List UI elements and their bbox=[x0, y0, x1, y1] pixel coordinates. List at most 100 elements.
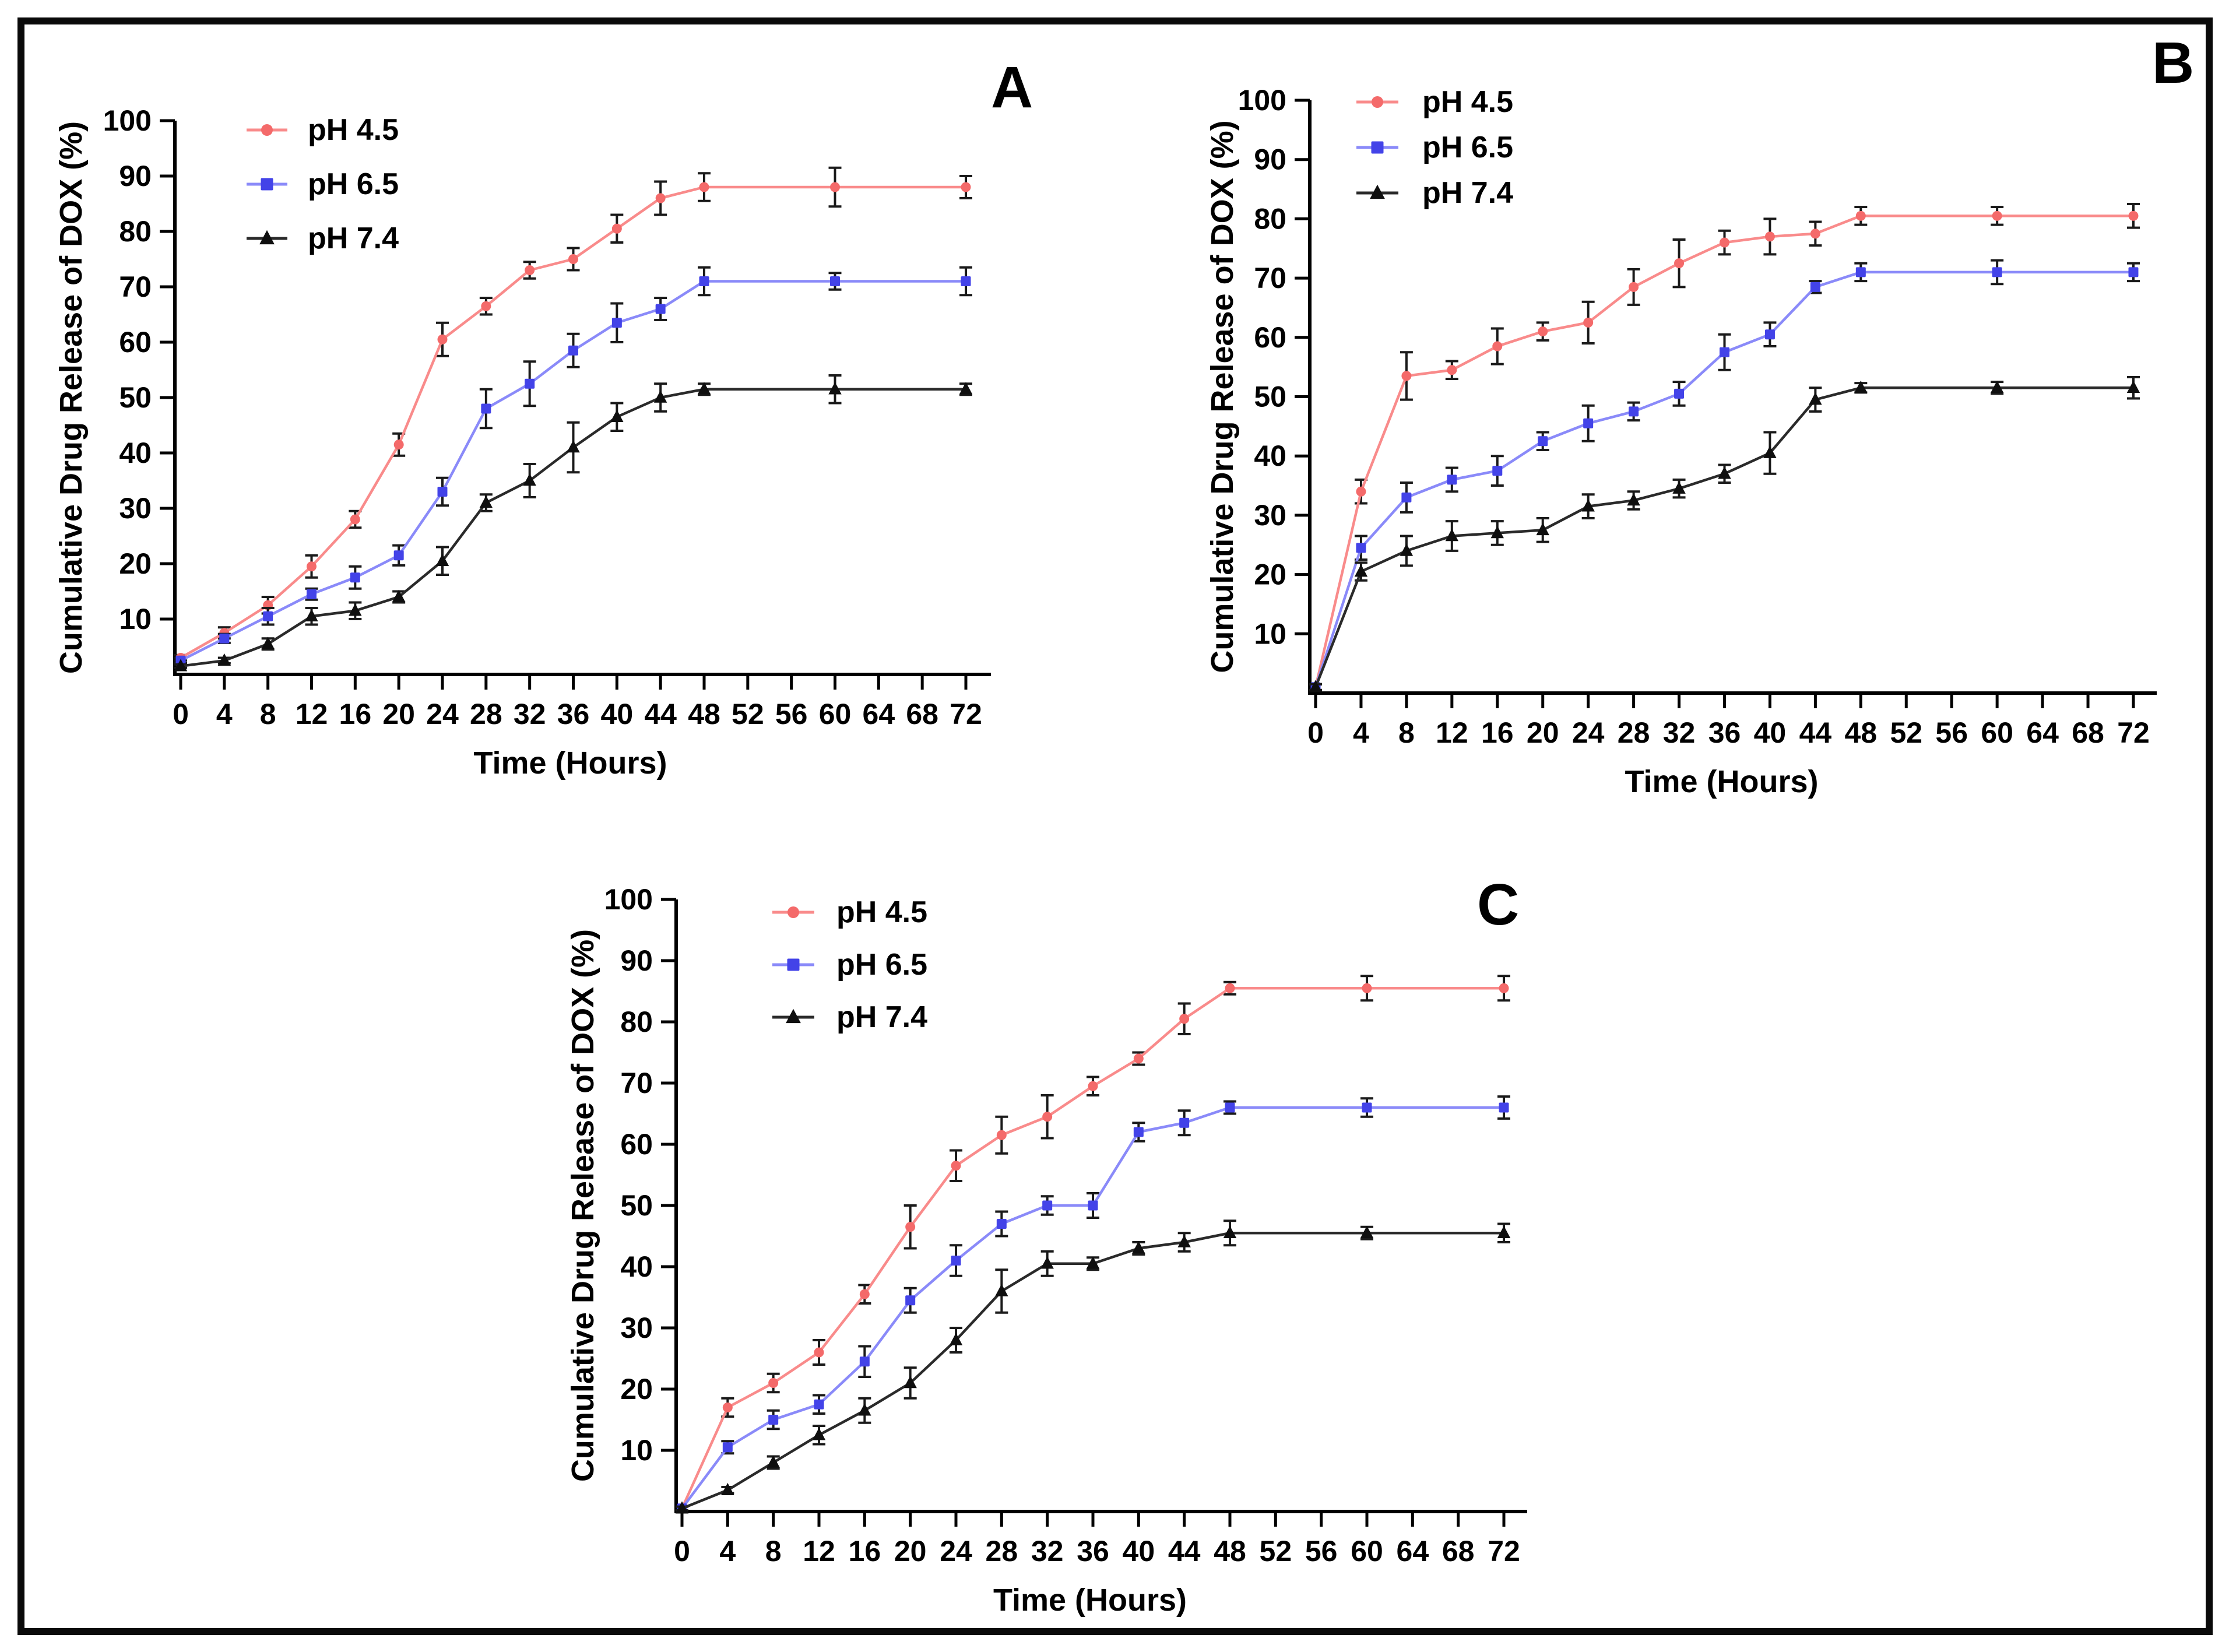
series-line bbox=[680, 987, 1504, 1509]
x-tick-label: 44 bbox=[1168, 1535, 1201, 1567]
square-marker bbox=[263, 611, 273, 621]
legend-label: pH 7.4 bbox=[836, 1000, 927, 1034]
x-tick-label: 52 bbox=[1260, 1535, 1292, 1567]
square-marker bbox=[525, 378, 535, 389]
x-tick-label: 24 bbox=[426, 698, 459, 730]
square-marker bbox=[307, 589, 317, 599]
square-marker bbox=[996, 1219, 1007, 1229]
y-tick-label: 40 bbox=[119, 437, 152, 469]
x-tick-label: 32 bbox=[514, 698, 546, 730]
triangle-marker bbox=[1309, 680, 1323, 693]
circle-marker bbox=[1629, 282, 1639, 292]
series-ph-4-5 bbox=[676, 975, 1510, 1514]
y-tick-label: 10 bbox=[119, 603, 152, 635]
error-bars bbox=[676, 975, 1510, 1512]
circle-marker bbox=[996, 1130, 1007, 1140]
x-tick-label: 44 bbox=[1799, 716, 1832, 749]
y-tick-label: 10 bbox=[620, 1434, 653, 1467]
circle-marker bbox=[1538, 326, 1548, 337]
triangle-marker bbox=[392, 589, 406, 602]
x-tick-label: 28 bbox=[986, 1535, 1018, 1567]
square-marker bbox=[2128, 267, 2139, 277]
legend: pH 4.5 pH 6.5 pH 7.4 bbox=[772, 895, 927, 1034]
square-marker bbox=[1583, 418, 1594, 428]
triangle-marker bbox=[1040, 1256, 1054, 1269]
x-tick-label: 20 bbox=[382, 698, 415, 730]
y-tick-label: 90 bbox=[620, 944, 653, 977]
y-tick-label: 80 bbox=[620, 1006, 653, 1038]
circle-marker bbox=[1583, 317, 1594, 328]
circle-marker bbox=[1674, 258, 1685, 269]
square-marker bbox=[568, 345, 578, 356]
y-axis-title: Cumulative Drug Release of DOX (%) bbox=[54, 121, 89, 674]
circle-marker bbox=[611, 223, 622, 234]
square-marker bbox=[961, 276, 971, 286]
circle-marker bbox=[393, 440, 404, 450]
triangle-marker bbox=[828, 382, 842, 395]
legend-circle-marker bbox=[261, 124, 273, 136]
error-bars bbox=[174, 166, 972, 662]
x-tick-label: 40 bbox=[1754, 716, 1787, 749]
y-axis-ticks: 10 20 30 40 50 60 70 80 90 100 bbox=[103, 104, 175, 635]
x-tick-label: 52 bbox=[1890, 716, 1922, 749]
x-tick-label: 40 bbox=[601, 698, 634, 730]
x-axis-title: Time (Hours) bbox=[473, 746, 667, 781]
y-tick-label: 10 bbox=[1254, 617, 1286, 650]
series-ph-4-5 bbox=[174, 166, 972, 663]
triangle-marker bbox=[812, 1428, 826, 1440]
legend-label: pH 4.5 bbox=[308, 113, 399, 147]
triangle-marker bbox=[959, 382, 973, 395]
x-tick-label: 40 bbox=[1123, 1535, 1155, 1567]
x-tick-label: 48 bbox=[1845, 716, 1878, 749]
circle-marker bbox=[1992, 210, 2002, 221]
circle-marker bbox=[1362, 983, 1372, 993]
square-marker bbox=[1720, 347, 1729, 357]
y-tick-label: 30 bbox=[119, 492, 152, 525]
circle-marker bbox=[1088, 1081, 1098, 1091]
triangle-marker bbox=[523, 473, 536, 486]
square-marker bbox=[814, 1399, 824, 1410]
square-marker bbox=[830, 276, 840, 286]
triangle-marker bbox=[217, 653, 231, 666]
x-tick-label: 64 bbox=[863, 698, 895, 730]
triangle-marker bbox=[1627, 493, 1640, 506]
panel-a-label: A bbox=[991, 55, 1033, 120]
square-marker bbox=[1492, 466, 1503, 476]
axes bbox=[674, 899, 1527, 1513]
triangle-marker bbox=[479, 495, 493, 508]
y-tick-label: 40 bbox=[1254, 440, 1286, 472]
triangle-marker bbox=[1400, 543, 1414, 556]
triangle-marker bbox=[1990, 380, 2004, 393]
x-tick-label: 12 bbox=[296, 698, 328, 730]
y-tick-label: 90 bbox=[119, 160, 152, 192]
legend-circle-marker bbox=[1372, 96, 1383, 108]
triangle-marker bbox=[1718, 466, 1731, 479]
x-tick-label: 36 bbox=[1708, 716, 1741, 749]
circle-marker bbox=[1356, 486, 1366, 497]
square-marker bbox=[393, 550, 404, 561]
legend-triangle-marker bbox=[1370, 184, 1385, 199]
x-tick-label: 32 bbox=[1663, 716, 1696, 749]
x-tick-label: 64 bbox=[2026, 716, 2059, 749]
circle-marker bbox=[1447, 365, 1457, 375]
legend-triangle-marker bbox=[259, 230, 275, 245]
square-marker bbox=[1629, 406, 1639, 417]
triangle-marker bbox=[721, 1482, 734, 1496]
series-ph-4-5 bbox=[1309, 202, 2140, 693]
circle-marker bbox=[1401, 371, 1412, 381]
square-marker bbox=[1992, 267, 2002, 277]
square-marker bbox=[905, 1295, 916, 1306]
series-ph-7-4 bbox=[675, 1219, 1511, 1514]
square-marker bbox=[1764, 329, 1775, 340]
circle-marker bbox=[568, 254, 578, 264]
series-ph-7-4 bbox=[1309, 375, 2140, 693]
x-tick-label: 4 bbox=[719, 1535, 736, 1567]
x-tick-label: 48 bbox=[1214, 1535, 1246, 1567]
x-tick-label: 68 bbox=[1442, 1535, 1475, 1567]
circle-marker bbox=[1499, 983, 1509, 993]
y-tick-label: 100 bbox=[604, 883, 653, 916]
y-tick-label: 20 bbox=[620, 1373, 653, 1405]
y-tick-label: 30 bbox=[620, 1312, 653, 1344]
